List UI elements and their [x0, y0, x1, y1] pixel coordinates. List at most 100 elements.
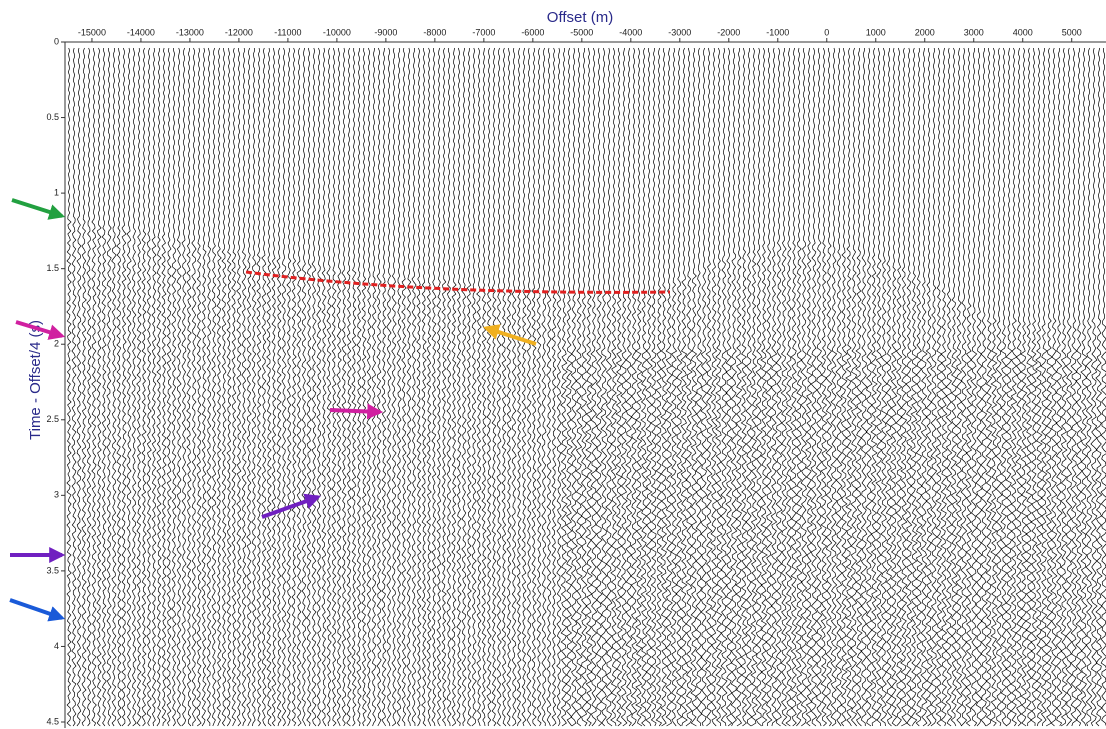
trace [146, 47, 152, 727]
trace [755, 47, 763, 727]
trace [341, 47, 347, 727]
trace [196, 47, 202, 727]
y-tick-label: 3 [54, 490, 59, 500]
trace [590, 47, 598, 727]
trace [301, 47, 307, 727]
annotation-arrows [9, 198, 671, 622]
trace [531, 47, 537, 727]
trace [945, 47, 953, 727]
arrow [11, 198, 66, 220]
trace [990, 47, 998, 727]
trace [186, 47, 192, 727]
trace [381, 47, 387, 727]
trace [865, 47, 873, 727]
trace [840, 47, 848, 727]
trace [166, 47, 172, 727]
trace [985, 47, 993, 727]
trace [161, 47, 167, 727]
trace [1085, 47, 1093, 727]
trace [111, 47, 117, 727]
x-tick-label: 3000 [964, 27, 984, 37]
trace [950, 47, 958, 727]
trace [715, 47, 723, 727]
trace [1050, 47, 1058, 727]
trace [815, 47, 823, 727]
trace [151, 47, 157, 727]
trace [241, 47, 247, 727]
trace [685, 47, 693, 727]
x-tick-label: -12000 [225, 27, 253, 37]
trace [1070, 47, 1078, 727]
trace [1035, 47, 1043, 727]
trace [655, 47, 663, 727]
trace [266, 47, 272, 727]
x-tick-label: -1000 [766, 27, 789, 37]
trace [221, 47, 227, 727]
trace [386, 47, 392, 727]
trace [1030, 47, 1038, 727]
trace [326, 47, 332, 727]
y-tick-label: 0 [54, 36, 59, 46]
y-tick-label: 1.5 [46, 263, 59, 273]
y-tick-label: 4 [54, 641, 59, 651]
trace [426, 47, 432, 727]
trace [431, 47, 437, 727]
trace [760, 47, 768, 726]
x-tick-label: -2000 [717, 27, 740, 37]
trace [141, 47, 147, 727]
trace [875, 47, 883, 727]
x-tick-label: -15000 [78, 27, 106, 37]
trace [276, 47, 282, 727]
y-tick-label: 0.5 [46, 112, 59, 122]
trace [790, 47, 798, 727]
trace [346, 47, 352, 727]
trace [496, 47, 502, 727]
trace [650, 47, 657, 727]
trace [176, 47, 182, 727]
trace [206, 47, 212, 727]
trace [536, 47, 542, 727]
trace [521, 47, 527, 727]
trace [551, 47, 557, 727]
trace [965, 47, 973, 727]
trace [605, 47, 613, 727]
trace [660, 47, 668, 727]
x-tick-label: 4000 [1013, 27, 1033, 37]
trace [121, 47, 127, 727]
trace [296, 47, 302, 727]
trace [541, 47, 547, 727]
trace [181, 47, 187, 727]
x-tick-label: -5000 [570, 27, 593, 37]
trace [366, 47, 372, 727]
trace [775, 47, 783, 727]
trace [401, 47, 407, 726]
trace [191, 47, 197, 726]
y-tick-label: 1 [54, 187, 59, 197]
trace [750, 47, 758, 727]
trace [246, 47, 252, 727]
trace [501, 47, 507, 727]
trace [261, 47, 267, 727]
trace [825, 47, 833, 727]
trace [376, 47, 382, 727]
trace [635, 47, 643, 727]
trace [76, 47, 82, 727]
trace [461, 47, 467, 727]
trace [745, 47, 753, 727]
trace [860, 47, 868, 727]
trace [920, 47, 928, 727]
trace [880, 47, 888, 727]
trace [356, 47, 362, 727]
trace [96, 47, 102, 727]
trace [226, 47, 232, 727]
trace [546, 47, 552, 727]
trace [371, 47, 377, 727]
trace [700, 47, 708, 727]
trace [516, 47, 522, 727]
traces [66, 47, 1106, 727]
trace [251, 47, 257, 727]
trace [116, 47, 122, 727]
trace [331, 47, 337, 727]
trace [680, 47, 688, 727]
trace [565, 47, 573, 727]
